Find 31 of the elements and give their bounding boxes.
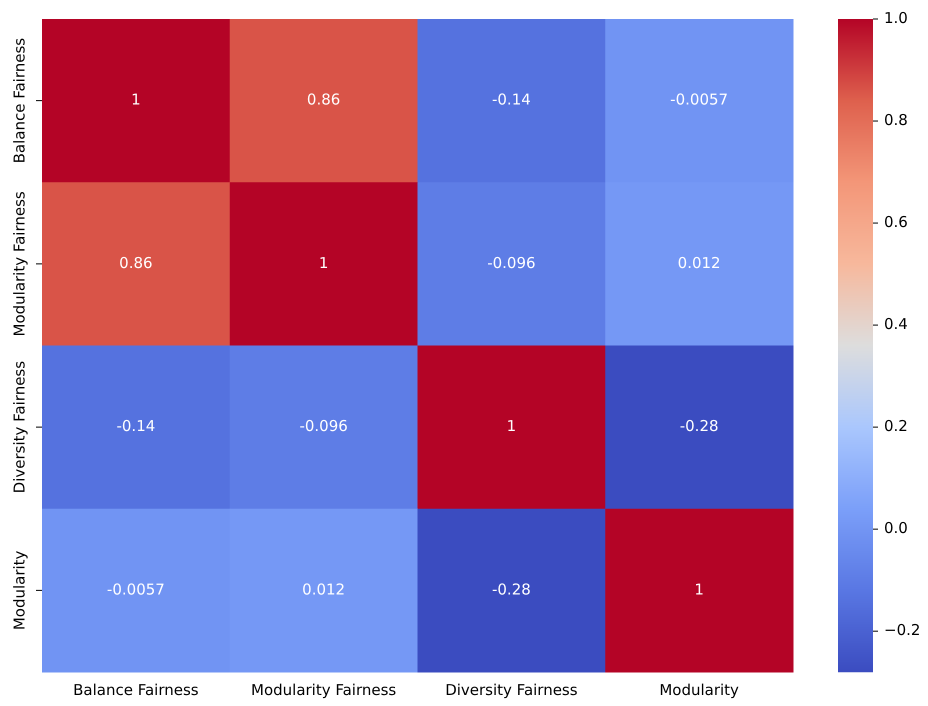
color-bar-label: −0.2 <box>884 621 920 640</box>
data-label: 1 <box>694 580 704 598</box>
y-tick-label: Modularity Fairness <box>10 191 28 336</box>
x-tick-label: Modularity Fairness <box>251 680 396 699</box>
data-label: -0.096 <box>487 254 536 272</box>
data-label: -0.096 <box>299 417 348 436</box>
color-bar-label: 1.0 <box>884 8 908 27</box>
data-label: 0.012 <box>302 580 346 598</box>
y-tick-label: Modularity <box>10 550 28 630</box>
data-label: -0.28 <box>492 580 531 598</box>
color-bar-label: 0.2 <box>884 417 908 436</box>
data-label: 0.86 <box>306 90 340 109</box>
data-label: -0.0057 <box>670 90 728 109</box>
x-tick-label: Balance Fairness <box>73 680 199 699</box>
data-label: -0.28 <box>680 417 719 436</box>
color-bar-label: 0.4 <box>884 314 908 333</box>
data-label: -0.0057 <box>106 580 165 598</box>
y-tick-label: Diversity Fairness <box>10 360 28 494</box>
color-bar-label: 0.8 <box>884 110 908 129</box>
x-tick-label: Modularity <box>659 680 740 699</box>
color-bar-label: 0.0 <box>884 519 908 538</box>
data-label: -0.14 <box>492 90 531 109</box>
color-bar-label: 0.6 <box>884 212 908 231</box>
y-tick-label: Balance Fairness <box>10 38 28 164</box>
data-label: -0.14 <box>116 417 156 436</box>
x-tick-label: Diversity Fairness <box>445 680 578 699</box>
data-label: 1 <box>318 254 328 272</box>
data-label: 0.012 <box>678 254 721 272</box>
data-label: 1 <box>131 90 141 109</box>
data-label: 1 <box>506 417 516 436</box>
data-label: 0.86 <box>119 254 153 272</box>
